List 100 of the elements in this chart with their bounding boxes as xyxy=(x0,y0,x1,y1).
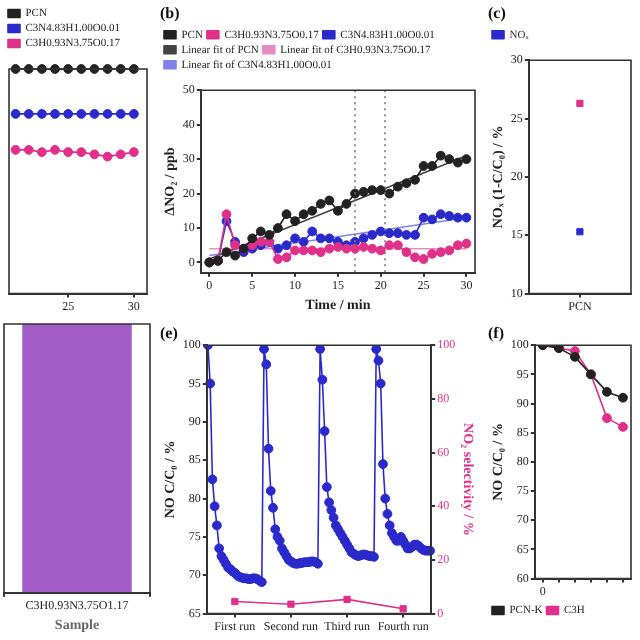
point xyxy=(358,186,369,197)
point xyxy=(281,240,292,251)
point xyxy=(128,109,139,119)
point xyxy=(602,386,612,397)
point xyxy=(23,144,34,155)
point xyxy=(392,181,403,192)
point xyxy=(375,245,386,256)
point xyxy=(410,230,420,240)
point xyxy=(63,147,74,157)
point xyxy=(36,147,47,157)
point xyxy=(23,109,34,119)
point xyxy=(247,233,258,244)
point xyxy=(418,212,429,223)
point xyxy=(307,205,318,216)
point xyxy=(358,233,369,244)
point xyxy=(255,226,266,237)
point xyxy=(221,247,232,258)
point xyxy=(367,185,378,196)
point xyxy=(618,392,628,403)
chart-title: (c) xyxy=(488,3,507,22)
point xyxy=(452,157,463,168)
point xyxy=(427,161,438,171)
point xyxy=(435,150,446,161)
point xyxy=(418,161,429,171)
point xyxy=(307,245,318,256)
point xyxy=(290,216,300,227)
point xyxy=(298,245,309,256)
point xyxy=(452,212,463,223)
point xyxy=(76,109,87,119)
point xyxy=(298,209,309,220)
point xyxy=(333,205,343,216)
point xyxy=(63,109,74,119)
point xyxy=(602,413,612,424)
point xyxy=(89,149,100,160)
point xyxy=(358,242,369,252)
point xyxy=(290,233,300,244)
point xyxy=(273,223,283,233)
point xyxy=(341,198,352,209)
point xyxy=(128,147,139,157)
point xyxy=(367,243,378,254)
point xyxy=(392,228,403,239)
point xyxy=(50,144,60,155)
point xyxy=(435,247,446,258)
point xyxy=(298,236,309,247)
point xyxy=(401,178,412,189)
point xyxy=(618,421,628,432)
point xyxy=(315,198,326,209)
point xyxy=(221,209,232,220)
point xyxy=(367,230,378,240)
point xyxy=(76,147,87,157)
point xyxy=(273,243,283,254)
point xyxy=(315,233,326,244)
point xyxy=(384,188,395,199)
point xyxy=(102,109,113,119)
point xyxy=(427,214,438,225)
point xyxy=(410,252,420,263)
point xyxy=(10,144,21,155)
chart-title: (f) xyxy=(488,323,505,342)
point xyxy=(410,174,420,185)
point xyxy=(264,230,275,240)
point xyxy=(324,195,335,206)
point xyxy=(350,188,360,199)
point xyxy=(384,240,395,251)
point xyxy=(375,185,386,196)
point xyxy=(36,109,47,119)
point xyxy=(427,248,438,259)
point xyxy=(115,109,126,119)
point xyxy=(401,247,412,258)
point xyxy=(392,240,403,251)
chart-title: (e) xyxy=(160,323,179,342)
point xyxy=(281,252,292,263)
point xyxy=(333,242,343,252)
point xyxy=(418,254,429,264)
point xyxy=(461,238,472,249)
point xyxy=(324,243,335,254)
point xyxy=(315,247,326,258)
point xyxy=(102,151,113,162)
chart-title: (b) xyxy=(160,3,181,22)
point xyxy=(350,243,360,254)
point xyxy=(375,226,386,237)
point xyxy=(273,254,283,264)
point xyxy=(461,154,472,165)
point xyxy=(50,109,60,119)
point xyxy=(290,245,300,256)
point xyxy=(10,109,21,119)
point xyxy=(281,209,292,220)
point xyxy=(324,233,335,244)
point xyxy=(230,250,240,261)
point xyxy=(444,211,455,221)
point xyxy=(401,230,412,240)
point xyxy=(115,149,126,160)
point xyxy=(444,245,455,256)
point xyxy=(452,240,463,251)
point xyxy=(384,228,395,239)
point xyxy=(444,154,455,165)
point xyxy=(307,226,318,237)
point xyxy=(435,209,446,220)
point xyxy=(461,212,472,223)
point xyxy=(89,109,100,119)
point xyxy=(569,351,580,362)
